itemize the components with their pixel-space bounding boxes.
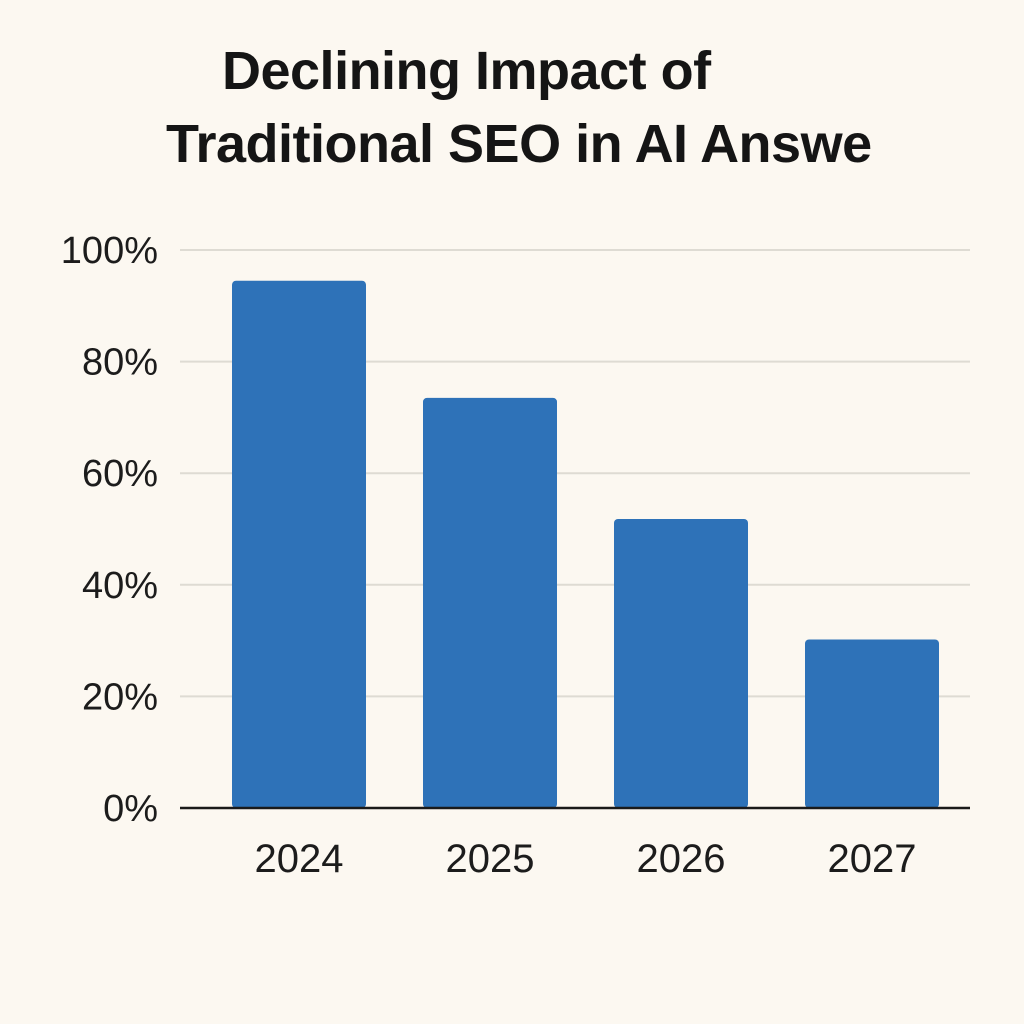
bar-2026	[614, 518, 748, 808]
y-tick-label: 100%	[61, 230, 158, 272]
y-tick-label: 40%	[82, 565, 158, 607]
y-tick-label: 0%	[103, 788, 158, 830]
y-tick-label: 60%	[82, 453, 158, 495]
y-tick-label: 80%	[82, 342, 158, 384]
x-tick-label: 2026	[637, 837, 726, 881]
bar-layer	[232, 280, 939, 808]
x-tick-label: 2024	[255, 837, 344, 881]
y-tick-label: 20%	[82, 676, 158, 718]
chart-title-line-1: Declining Impact of	[222, 41, 711, 101]
label-layer: 0% 20% 40% 60% 80% 100% 2024 2025 2026 2027	[61, 230, 917, 881]
bar-2027	[805, 639, 939, 808]
chart-title-line-2: Traditional SEO in AI Answe	[166, 114, 872, 174]
bar-2024	[232, 280, 366, 808]
bar-2025	[423, 397, 557, 808]
x-tick-label: 2027	[828, 837, 917, 881]
x-tick-label: 2025	[446, 837, 535, 881]
